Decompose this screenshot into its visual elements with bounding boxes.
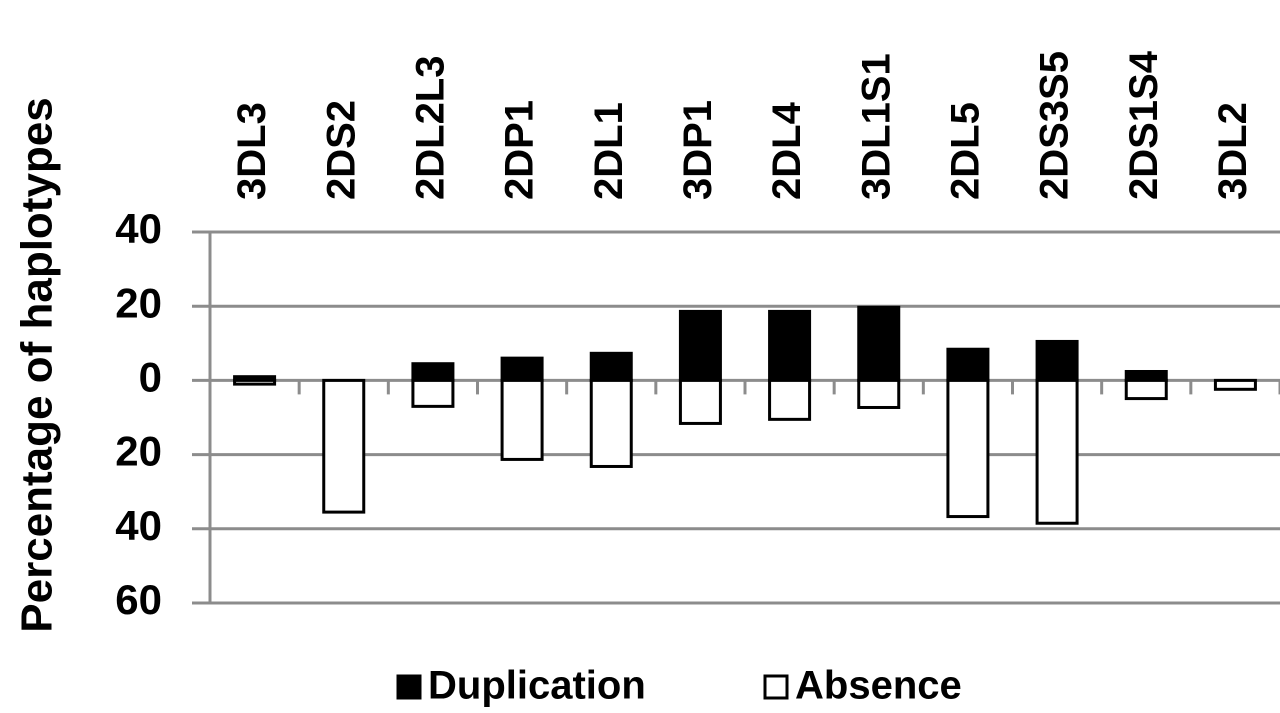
bar — [678, 309, 722, 382]
bar — [322, 378, 366, 514]
bar — [857, 305, 901, 382]
bar — [500, 378, 544, 461]
legend-label: Duplication — [428, 664, 646, 708]
x-tick-label: 3DL2 — [1211, 102, 1255, 200]
bar — [500, 356, 544, 382]
x-tick-label: 2DP1 — [498, 100, 542, 200]
x-tick-label: 2DS3S5 — [1033, 51, 1077, 200]
x-tick-label: 2DS1S4 — [1122, 50, 1166, 200]
bar — [946, 378, 990, 519]
x-tick-label: 2DL5 — [943, 102, 987, 200]
bar — [411, 362, 455, 382]
legend-swatch — [763, 674, 789, 700]
x-tick-label: 2DL4 — [765, 101, 809, 200]
y-tick-label: 60 — [115, 576, 162, 623]
bar — [857, 378, 901, 409]
bar — [1035, 378, 1079, 525]
y-tick-label: 0 — [139, 353, 162, 400]
y-tick-label: 20 — [115, 428, 162, 475]
bar — [678, 378, 722, 425]
bar — [1213, 378, 1257, 391]
x-tick-label: 3DL1S1 — [854, 53, 898, 200]
x-tick-label: 3DL3 — [230, 102, 274, 200]
bar — [589, 351, 633, 382]
legend-label: Absence — [795, 664, 962, 708]
legend-swatch — [396, 674, 422, 700]
bar — [589, 378, 633, 468]
bar — [1124, 378, 1168, 401]
bar — [1035, 339, 1079, 382]
y-tick-label: 40 — [115, 502, 162, 549]
bar — [233, 378, 277, 386]
x-tick-label: 2DL1 — [587, 102, 631, 200]
bar — [768, 309, 812, 382]
x-tick-label: 2DS2 — [319, 100, 363, 200]
y-axis-title: Percentage of haplotypes — [13, 97, 62, 632]
y-tick-label: 40 — [115, 205, 162, 252]
y-tick-label: 20 — [115, 279, 162, 326]
bar — [768, 378, 812, 421]
x-tick-label: 3DP1 — [676, 100, 720, 200]
bar — [946, 347, 990, 382]
bar — [411, 378, 455, 408]
x-tick-label: 2DL2L3 — [408, 56, 452, 201]
